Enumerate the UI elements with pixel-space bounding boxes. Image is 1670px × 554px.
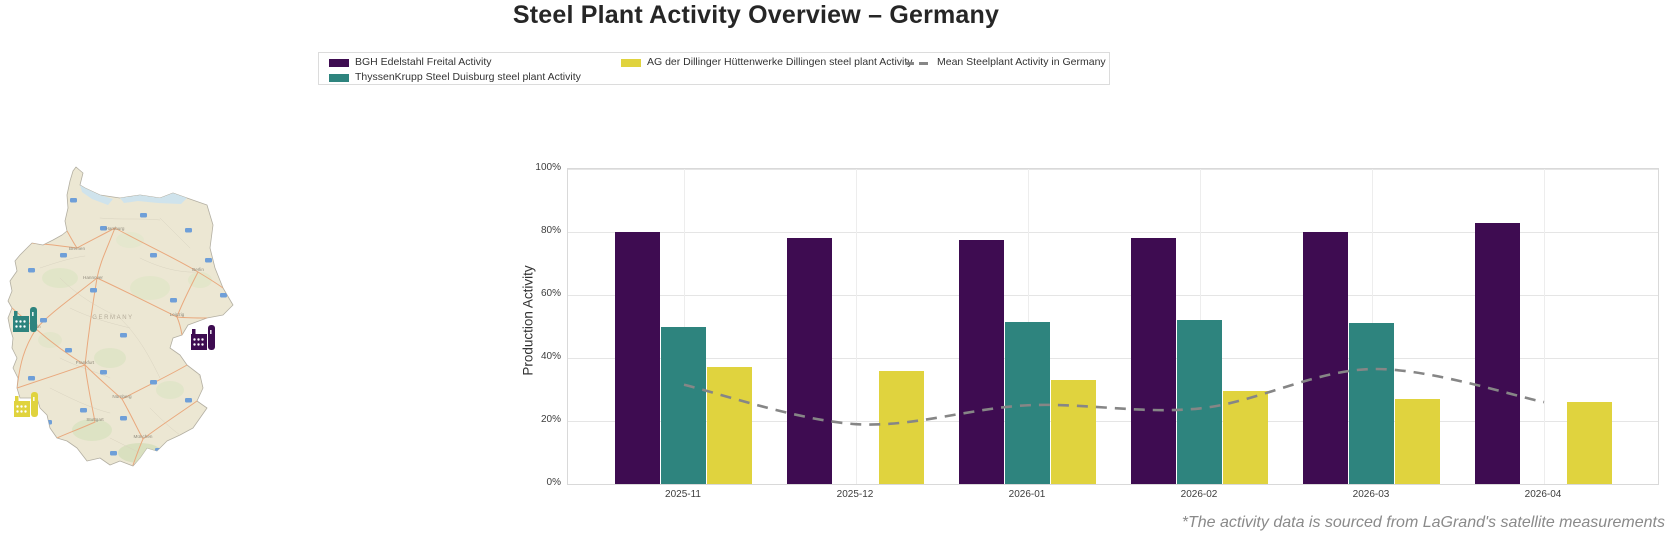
page-title: Steel Plant Activity Overview – Germany [512,1,1000,29]
legend-column: AG der Dillinger Hüttenwerke Dillingen s… [621,56,913,85]
y-tick-label: 0% [546,477,561,488]
motorway-shield-icon [28,268,35,273]
motorway-shield-icon [100,370,107,375]
y-axis-title: Production Activity [520,265,536,376]
bar-thyssenkrupp-2025-11 [661,326,706,484]
horizontal-gridline [568,357,1658,359]
legend-item: ThyssenKrupp Steel Duisburg steel plant … [329,71,621,85]
y-tick-label: 80% [540,225,561,236]
color-swatch [329,59,349,67]
motorway-shield-icon [80,408,87,413]
motorway-shield-icon [120,333,127,338]
bar-thyssenkrupp-2026-03 [1349,323,1394,484]
bar-bgh-2026-02 [1131,238,1176,484]
x-tick-label: 2025-12 [836,489,874,500]
motorway-shield-icon [70,198,77,203]
city-label: München [134,434,153,439]
color-swatch [621,59,641,67]
motorway-shield-icon [185,398,192,403]
horizontal-gridline [568,168,1658,170]
bar-bgh-2026-04 [1475,222,1520,484]
legend-item-label: Mean Steelplant Activity in Germany [937,56,1106,68]
horizontal-gridline [568,294,1658,296]
bar-chart-plot-area [567,168,1659,485]
vertical-gridline [1543,169,1545,484]
dashed-line-swatch [905,62,931,65]
factory-icon [191,325,215,350]
bar-ag-2026-03 [1395,398,1440,484]
x-tick-label: 2026-02 [1180,489,1218,500]
y-tick-label: 40% [540,351,561,362]
motorway-shield-icon [205,258,212,263]
bar-ag-2025-12 [879,370,924,484]
motorway-shield-icon [110,451,117,456]
major-roads [11,227,224,466]
factory-markers [13,307,215,417]
legend-item: AG der Dillinger Hüttenwerke Dillingen s… [621,56,913,70]
motorway-shield-icon [28,376,35,381]
legend-item: BGH Edelstahl Freital Activity [329,56,621,70]
motorway-shield-icon [185,228,192,233]
germany-map: HamburgBremenBerlinHannoverLeipzigKölnFr… [0,158,245,488]
legend-item-label: ThyssenKrupp Steel Duisburg steel plant … [355,71,581,83]
bar-bgh-2026-03 [1303,232,1348,484]
chart-legend: BGH Edelstahl Freital Activity ThyssenKru… [318,52,1110,85]
germany-map-svg: HamburgBremenBerlinHannoverLeipzigKölnFr… [7,166,234,467]
city-label: Stuttgart [86,417,104,422]
factory-icon [14,392,38,417]
x-tick-label: 2026-01 [1008,489,1046,500]
country-label: GERMANY [92,315,134,321]
vertical-gridline [855,169,857,484]
bar-bgh-2026-01 [959,239,1004,484]
horizontal-gridline [568,231,1658,233]
minor-roads [39,217,201,454]
motorway-shield-icon [60,253,67,258]
motorway-shield-icon [40,318,47,323]
legend-item-label: BGH Edelstahl Freital Activity [355,56,492,68]
bar-ag-2025-11 [707,367,752,484]
bar-bgh-2025-12 [787,238,832,484]
city-label: Bremen [69,246,86,251]
bar-ag-2026-01 [1051,380,1096,484]
color-swatch [329,74,349,82]
city-label: Hannover [83,275,103,280]
y-tick-label: 20% [540,414,561,425]
y-tick-label: 60% [540,288,561,299]
source-footnote: *The activity data is sourced from LaGra… [1181,514,1665,531]
motorway-shield-icon [120,416,127,421]
motorway-shield-icon [170,298,177,303]
bar-thyssenkrupp-2026-01 [1005,321,1050,484]
map-terrain [11,185,227,466]
motorway-shield-icon [140,213,147,218]
city-label: Hamburg [106,226,125,231]
bar-ag-2026-02 [1223,391,1268,484]
bar-bgh-2025-11 [615,232,660,484]
city-label: Leipzig [170,312,185,317]
legend-column: BGH Edelstahl Freital Activity ThyssenKru… [329,56,621,85]
city-label: Nürnberg [112,394,132,399]
city-label: Frankfurt [76,360,95,365]
x-tick-label: 2026-04 [1524,489,1562,500]
x-tick-label: 2025-11 [665,489,701,500]
motorway-shield-icon [100,226,107,231]
city-label: Berlin [192,267,204,272]
motorway-shield-icon [220,293,227,298]
bar-ag-2026-04 [1567,402,1612,484]
legend-item-label: AG der Dillinger Hüttenwerke Dillingen s… [647,56,913,68]
legend-column: Mean Steelplant Activity in Germany [905,56,1106,85]
y-tick-label: 100% [535,162,561,173]
factory-icon [13,307,37,332]
motorway-shield-icon [155,448,162,453]
motorway-shield-icon [150,380,157,385]
motorway-shield-icon [90,288,97,293]
motorway-shield-icon [150,253,157,258]
motorway-shield-icon [65,348,72,353]
x-tick-label: 2026-03 [1352,489,1390,500]
bar-thyssenkrupp-2026-02 [1177,320,1222,484]
legend-item: Mean Steelplant Activity in Germany [905,56,1106,70]
